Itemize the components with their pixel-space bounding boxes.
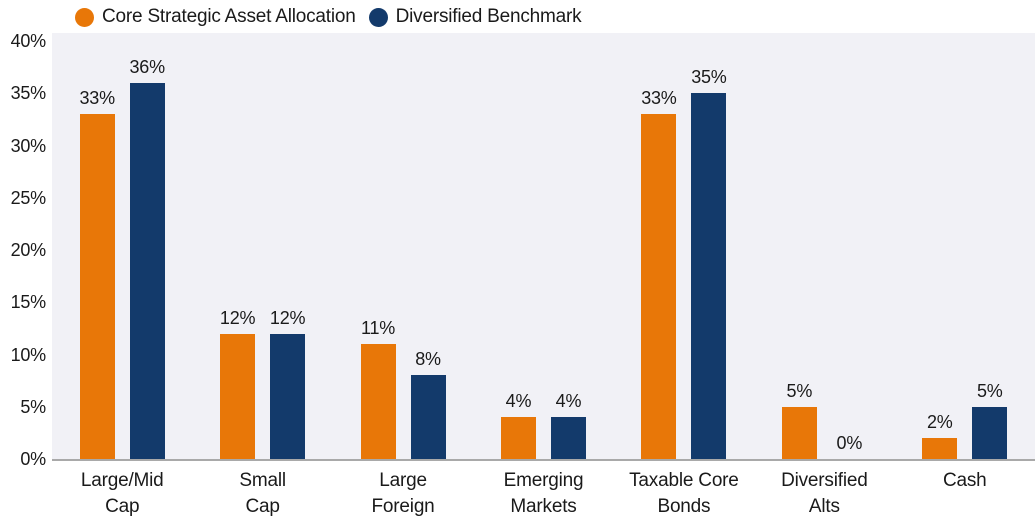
allocation-bar <box>500 417 536 459</box>
bar-column: 5% <box>781 380 817 459</box>
bar-group: 11% 8% <box>333 33 473 459</box>
bar-value-label: 33% <box>641 88 677 109</box>
allocation-bar <box>922 438 958 459</box>
benchmark-bar <box>410 375 446 459</box>
bar-value-label: 11% <box>361 318 396 339</box>
allocation-bar <box>781 406 817 459</box>
bar-value-label: 12% <box>269 307 306 328</box>
y-tick-label: 5% <box>20 396 46 417</box>
bar-value-label: 35% <box>691 67 727 88</box>
bar-value-label: 4% <box>555 391 582 412</box>
y-tick-label: 0% <box>20 449 46 469</box>
allocation-bar <box>220 333 256 459</box>
bar-group: 33% 35% <box>614 33 754 459</box>
bar-column: 12% <box>219 307 256 459</box>
y-tick-label: 25% <box>10 187 47 208</box>
legend-label: Diversified Benchmark <box>395 6 582 27</box>
bar-value-label: 36% <box>129 56 165 77</box>
bar-column: 0% <box>832 433 867 459</box>
benchmark-bar <box>972 406 1008 459</box>
legend-swatch-icon <box>368 7 388 27</box>
bar-column: 2% <box>922 412 958 459</box>
x-axis-category-label: Large Foreign <box>371 470 435 517</box>
bar-value-label: 12% <box>219 307 256 328</box>
bar-column: 12% <box>269 307 306 459</box>
y-tick-label: 10% <box>10 344 47 365</box>
benchmark-bar <box>129 82 165 459</box>
y-tick-label: 35% <box>10 83 47 104</box>
bar-value-label: 5% <box>976 380 1003 401</box>
x-axis-category-label: Small Cap <box>239 470 286 517</box>
bar-group: 5% 0% <box>754 33 894 459</box>
benchmark-bar <box>550 417 586 459</box>
benchmark-bar <box>270 333 306 459</box>
bar-column: 4% <box>550 391 586 459</box>
bar-column: 11% <box>360 318 396 459</box>
bar-column: 33% <box>641 88 677 459</box>
bar-column: 5% <box>972 380 1008 459</box>
legend-swatch-icon <box>75 7 94 27</box>
y-tick-label: 30% <box>10 135 47 156</box>
legend-item-diversified-benchmark: Diversified Benchmark <box>368 6 582 28</box>
allocation-bar <box>360 344 396 459</box>
bar-value-label: 4% <box>505 391 532 412</box>
y-tick-label: 15% <box>10 292 47 313</box>
bar-column: 8% <box>410 349 446 459</box>
x-axis-category-label: Emerging Markets <box>503 470 584 517</box>
bar-value-label: 8% <box>415 349 441 370</box>
bar-value-label: 0% <box>836 433 863 453</box>
allocation-bar <box>79 114 115 459</box>
bar-group: 4% 4% <box>473 33 613 459</box>
bar-group: 12% 12% <box>192 33 332 459</box>
bar-column: 36% <box>129 56 165 459</box>
legend-label: Core Strategic Asset Allocation <box>102 6 356 27</box>
bar-value-label: 2% <box>926 412 953 433</box>
y-tick-label: 20% <box>10 240 47 260</box>
y-tick-label: 40% <box>10 31 47 51</box>
bar-group: 2% 5% <box>895 33 1035 459</box>
legend-item-core-allocation: Core Strategic Asset Allocation <box>75 6 356 28</box>
x-axis-category-label: Diversified Alts <box>781 470 868 517</box>
x-axis-category-label: Taxable Core Bonds <box>629 470 739 517</box>
x-axis-category-label: Cash <box>942 470 987 491</box>
bar-column: 33% <box>79 88 115 459</box>
x-axis-category-label: Large/Mid Cap <box>80 470 164 517</box>
bar-value-label: 33% <box>79 88 115 109</box>
benchmark-bar <box>691 93 727 459</box>
bar-column: 4% <box>500 391 536 459</box>
allocation-bar <box>641 114 677 459</box>
bar-column: 35% <box>691 67 727 459</box>
x-axis-labels: Large/Mid Cap Small Cap Large Foreign Emerg… <box>52 468 1035 523</box>
bar-group: 33% 36% <box>52 33 192 459</box>
plot-area: 33% 36% 12% 12% 11% 8% 4% 4% 33% 35% 5% 0% 2% 5% <box>52 33 1035 461</box>
bar-value-label: 5% <box>786 380 813 401</box>
chart-legend: Core Strategic Asset Allocation Diversifi… <box>75 6 582 28</box>
